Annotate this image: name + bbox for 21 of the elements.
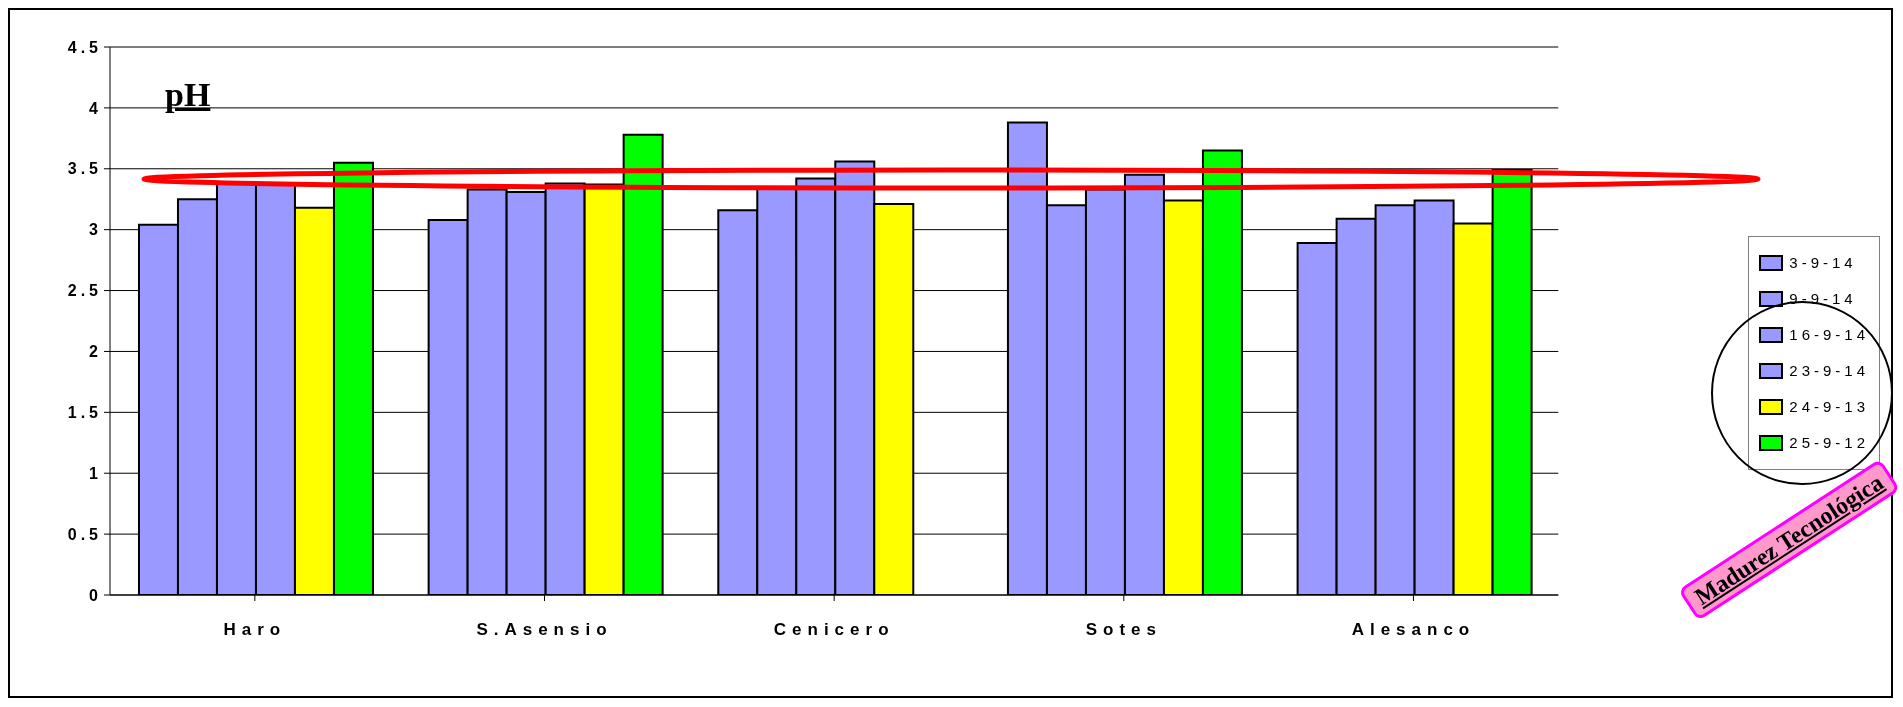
- legend-label: 23-9-14: [1789, 362, 1869, 379]
- x-tick-label: Alesanco: [1351, 620, 1476, 640]
- y-tick-label: 2.5: [67, 282, 102, 300]
- y-tick-label: 4: [89, 99, 102, 117]
- legend-label: 24-9-13: [1789, 398, 1869, 415]
- legend-label: 16-9-14: [1789, 326, 1869, 343]
- y-tick-label: 4.5: [67, 38, 102, 56]
- y-tick-label: 0: [89, 586, 102, 604]
- legend-label: 25-9-12: [1789, 434, 1869, 451]
- x-tick-label: Haro: [223, 620, 287, 640]
- x-tick-label: Sotes: [1085, 620, 1162, 640]
- text: pH: [165, 76, 211, 114]
- legend-label: 3-9-14: [1789, 254, 1857, 271]
- y-tick-label: 3: [89, 221, 102, 239]
- y-tick-label: 0.5: [67, 525, 102, 543]
- y-tick-label: 2: [89, 343, 102, 361]
- y-tick-label: 1: [89, 464, 102, 482]
- y-tick-label: 1.5: [67, 404, 102, 422]
- x-tick-label: Cenicero: [773, 620, 895, 640]
- x-tick-label: S.Asensio: [476, 620, 613, 640]
- y-tick-label: 3.5: [67, 160, 102, 178]
